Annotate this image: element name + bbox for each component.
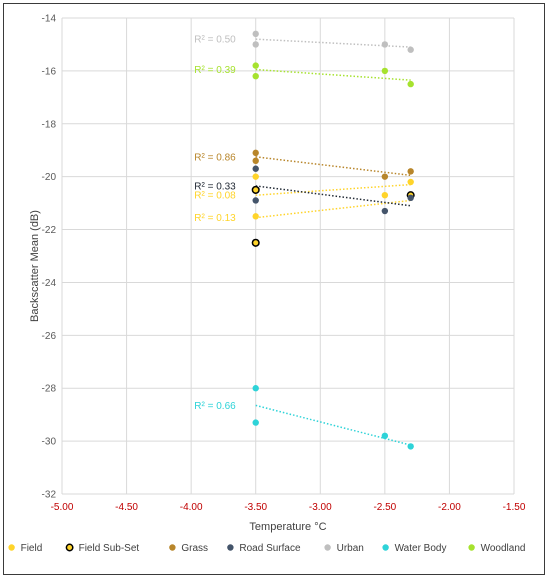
r2-label: R² = 0.86 [194, 152, 236, 163]
data-point [252, 30, 259, 38]
y-axis-title: Backscatter Mean (dB) [29, 210, 41, 322]
legend-marker [324, 544, 331, 551]
y-tick-label: -18 [42, 119, 57, 130]
trendline [255, 183, 411, 196]
legend-marker [227, 544, 234, 551]
trendline [255, 404, 411, 446]
data-point [252, 173, 259, 180]
x-tick-label: -2.00 [438, 502, 461, 513]
x-tick-label: -3.00 [309, 502, 332, 513]
r2-label: R² = 0.08 [194, 191, 236, 202]
r2-label: R² = 0.50 [194, 35, 236, 46]
x-tick-label: -4.00 [180, 502, 203, 513]
legend-label: Urban [337, 543, 364, 554]
r2-labels: R² = 0.08 R² = 0.13 R² = 0.86 R² = 0.33 R² =… [194, 35, 236, 412]
legend-label: Woodland [481, 543, 526, 554]
legend-marker [169, 544, 176, 551]
x-tick-label: -1.50 [503, 502, 526, 513]
trendline [255, 185, 411, 207]
data-point [252, 385, 259, 392]
data-point [407, 443, 414, 450]
legend-label: Road Surface [239, 543, 301, 554]
x-tick-label: -3.50 [244, 502, 267, 513]
r2-label: R² = 0.33 [194, 181, 236, 192]
x-tick-labels: -5.00 -4.50 -4.00 -3.50 -3.00 -2.50 -2.00 -1.50 [51, 502, 526, 513]
y-tick-label: -20 [42, 172, 57, 183]
gridlines [61, 17, 515, 495]
y-tick-label: -24 [42, 278, 57, 289]
trendlines [255, 38, 411, 446]
trendline [255, 156, 411, 177]
data-point [381, 67, 389, 75]
data-point [407, 46, 414, 53]
data-point [252, 72, 259, 80]
data-point [251, 185, 260, 194]
legend-marker [468, 544, 475, 551]
data-point [252, 149, 259, 157]
trendline [255, 199, 411, 219]
y-tick-label: -32 [42, 490, 57, 501]
y-tick-label: -16 [42, 66, 57, 77]
scatter-chart: R² = 0.08 R² = 0.13 R² = 0.86 R² = 0.33 R² =… [8, 14, 526, 554]
trendline [255, 68, 411, 81]
data-point [381, 207, 389, 215]
legend-label: Field Sub-Set [79, 543, 140, 554]
x-axis-title: Temperature °C [249, 521, 326, 533]
r2-label: R² = 0.66 [194, 401, 236, 412]
x-tick-label: -5.00 [51, 502, 74, 513]
legend-marker [382, 544, 389, 551]
legend-marker [65, 543, 74, 552]
legend-label: Grass [181, 543, 208, 554]
data-point [252, 213, 259, 220]
x-tick-label: -4.50 [115, 502, 138, 513]
data-point [252, 157, 259, 164]
y-tick-label: -22 [42, 225, 57, 236]
data-points [251, 30, 415, 450]
legend-label: Water Body [395, 543, 447, 554]
y-tick-label: -28 [42, 384, 57, 395]
data-point [407, 194, 414, 202]
data-point [381, 173, 389, 180]
data-point [252, 41, 259, 48]
data-point [252, 62, 259, 69]
data-point [381, 432, 389, 440]
data-point [407, 178, 414, 186]
data-point [381, 41, 389, 48]
data-point [407, 168, 414, 175]
data-point [252, 197, 259, 204]
r2-label: R² = 0.39 [194, 65, 236, 76]
data-point [252, 165, 259, 172]
y-tick-label: -26 [42, 331, 57, 342]
legend-marker [8, 544, 15, 551]
legend: Field Field Sub-Set Grass Road Surface Urban… [8, 543, 525, 554]
data-point [252, 419, 259, 426]
data-point [251, 238, 260, 247]
x-tick-label: -2.50 [373, 502, 396, 513]
y-tick-label: -30 [42, 437, 57, 448]
y-tick-labels: -14 -16 -18 -20 -22 -24 -26 -28 -30 -32 [42, 14, 57, 501]
r2-label: R² = 0.13 [194, 213, 236, 224]
legend-label: Field [21, 543, 43, 554]
y-tick-label: -14 [42, 14, 57, 25]
data-point [407, 80, 414, 88]
data-point [381, 191, 389, 199]
trendline [255, 38, 411, 48]
chart-frame: R² = 0.08 R² = 0.13 R² = 0.86 R² = 0.33 R² =… [3, 3, 545, 575]
